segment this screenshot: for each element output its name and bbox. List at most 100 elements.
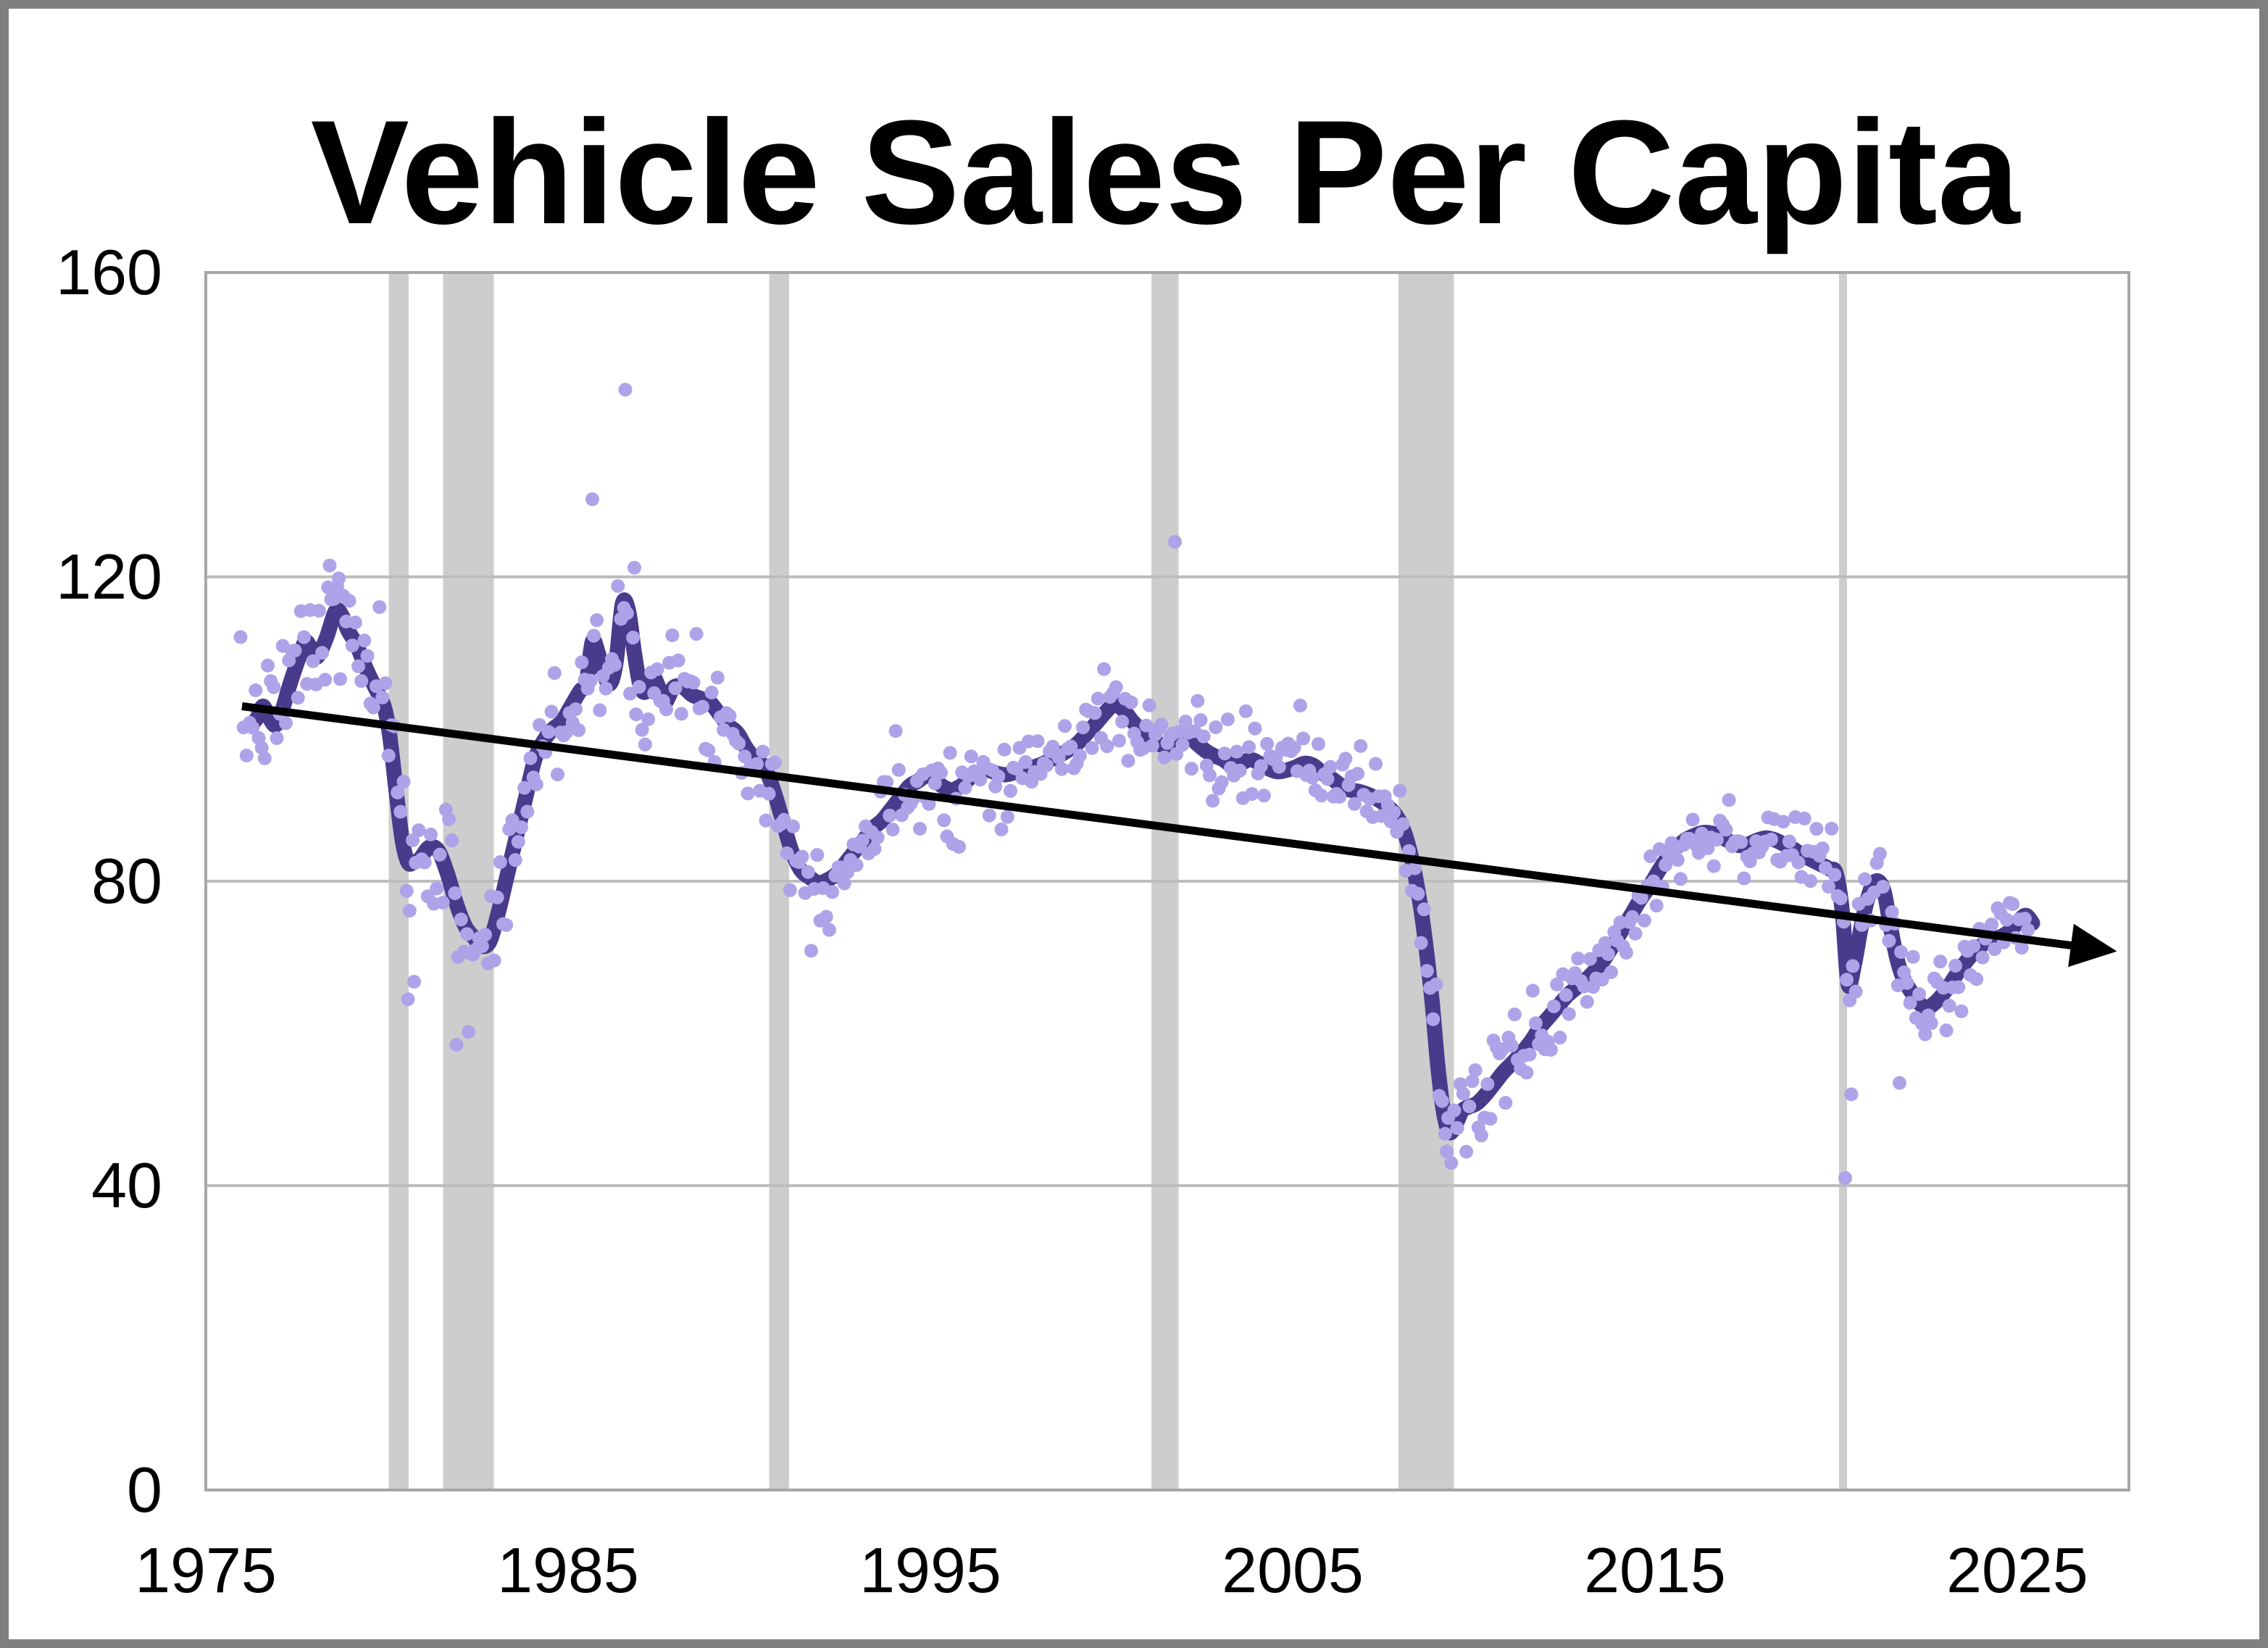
scatter-dot	[668, 681, 683, 696]
scatter-dot	[1272, 760, 1286, 774]
scatter-dot	[1347, 796, 1362, 811]
scatter-dot	[1894, 945, 1909, 960]
scatter-dot	[417, 855, 432, 870]
scatter-dot	[783, 883, 797, 897]
scatter-dot	[671, 653, 685, 667]
scatter-dot	[1519, 1065, 1534, 1080]
scatter-dot	[1797, 812, 1812, 825]
scatter-dot	[704, 686, 719, 699]
scatter-dot	[629, 707, 643, 722]
scatter-dot	[1999, 912, 2014, 927]
scatter-dot	[1293, 699, 1307, 712]
y-tick-label: 40	[91, 1149, 162, 1221]
scatter-dot	[460, 927, 474, 941]
scatter-dot	[1474, 1128, 1488, 1143]
scatter-dot	[1238, 704, 1253, 718]
scatter-dot	[378, 676, 393, 691]
scatter-dot	[819, 910, 833, 924]
scatter-dot	[544, 704, 559, 719]
scatter-dot	[1924, 1016, 1938, 1031]
scatter-dot	[1885, 905, 1899, 920]
scatter-dot	[1214, 775, 1229, 789]
scatter-dot	[1967, 939, 1981, 953]
scatter-dot	[1882, 933, 1896, 948]
scatter-dot	[1462, 1099, 1477, 1114]
scatter-dot	[732, 736, 746, 751]
scatter-dot	[810, 848, 825, 862]
scatter-dot	[1091, 691, 1105, 706]
scatter-dot	[1072, 749, 1087, 763]
scatter-dot	[1822, 880, 1836, 894]
smoothed-line-path	[243, 592, 2040, 1141]
scatter-dot	[638, 737, 652, 752]
scatter-dot	[650, 662, 664, 676]
scatter-dot	[366, 700, 380, 715]
scatter-dot	[1522, 1047, 1537, 1062]
x-tick-label: 2005	[1222, 1534, 1364, 1606]
scatter-dot	[1004, 783, 1017, 798]
scatter-dot	[768, 755, 782, 770]
scatter-dot	[1414, 936, 1428, 950]
scatter-dot	[412, 823, 426, 838]
scatter-dot	[1311, 737, 1325, 752]
scatter-outlier-dot	[618, 383, 633, 397]
scatter-dot	[750, 757, 764, 771]
scatter-dot	[587, 628, 601, 643]
y-axis-labels: 0 40 80 120 160	[56, 236, 162, 1526]
scatter-dot	[1900, 975, 1914, 990]
scatter-dot	[837, 876, 851, 891]
scatter-dot	[270, 731, 284, 745]
scatter-dot	[583, 673, 598, 688]
scatter-dot	[454, 912, 468, 927]
scatter-dot	[1109, 680, 1123, 694]
scatter-dot	[590, 613, 604, 628]
scatter-dot	[689, 627, 704, 641]
scatter-dot	[1076, 720, 1090, 735]
scatter-dot	[1580, 995, 1594, 1009]
scatter-dot	[499, 917, 514, 932]
scatter-dot	[891, 762, 906, 777]
x-tick-label: 2015	[1584, 1534, 1726, 1606]
scatter-outlier-dot	[1838, 1171, 1852, 1185]
scatter-dot	[1220, 712, 1235, 727]
vehicle-sales-chart: Vehicle Sales Per Capita 0 40 80 120 160 197…	[56, 90, 2130, 1606]
scatter-dot	[958, 781, 972, 795]
scatter-dot	[1178, 715, 1193, 729]
scatter-dot	[1559, 988, 1573, 1002]
scatter-dot	[1480, 1077, 1495, 1091]
scatter-dot	[1685, 812, 1700, 827]
scatter-dot	[1444, 1156, 1459, 1170]
scatter-dot	[1583, 952, 1597, 966]
scatter-dot	[297, 630, 311, 644]
scatter-dot	[541, 725, 556, 739]
scatter-dot	[880, 775, 894, 789]
plot-frame	[204, 271, 2130, 1491]
scatter-dot	[1396, 817, 1410, 831]
scatter-dot	[1858, 872, 1872, 886]
scatter-dot	[756, 744, 770, 759]
scatter-dot	[964, 749, 978, 764]
scatter-dot	[291, 691, 305, 705]
scatter-dot	[1320, 772, 1335, 786]
scatter-dot	[1124, 695, 1138, 709]
scatter-dot	[599, 681, 613, 696]
scatter-dot	[2017, 912, 2032, 926]
scatter-dot	[1088, 706, 1102, 720]
scatter-dot	[2006, 897, 2020, 911]
scatter-dot	[934, 765, 949, 780]
scatter-outlier-dot	[585, 492, 599, 507]
scatter-dot	[1872, 846, 1887, 861]
scatter-dot	[261, 658, 275, 673]
scatter-dot	[1604, 965, 1619, 979]
scatter-dot	[1619, 946, 1633, 960]
scatter-dot	[1985, 917, 1999, 932]
scatter-dot	[1897, 965, 1911, 980]
scatter-dot	[943, 746, 957, 760]
scatter-dot	[952, 840, 967, 854]
scatter-dot	[855, 833, 870, 848]
scatter-dot	[288, 644, 302, 658]
scatter-dot	[445, 833, 459, 848]
scatter-dot	[1202, 768, 1217, 783]
scatter-dot	[696, 699, 709, 714]
trend-arrow	[241, 702, 2117, 967]
